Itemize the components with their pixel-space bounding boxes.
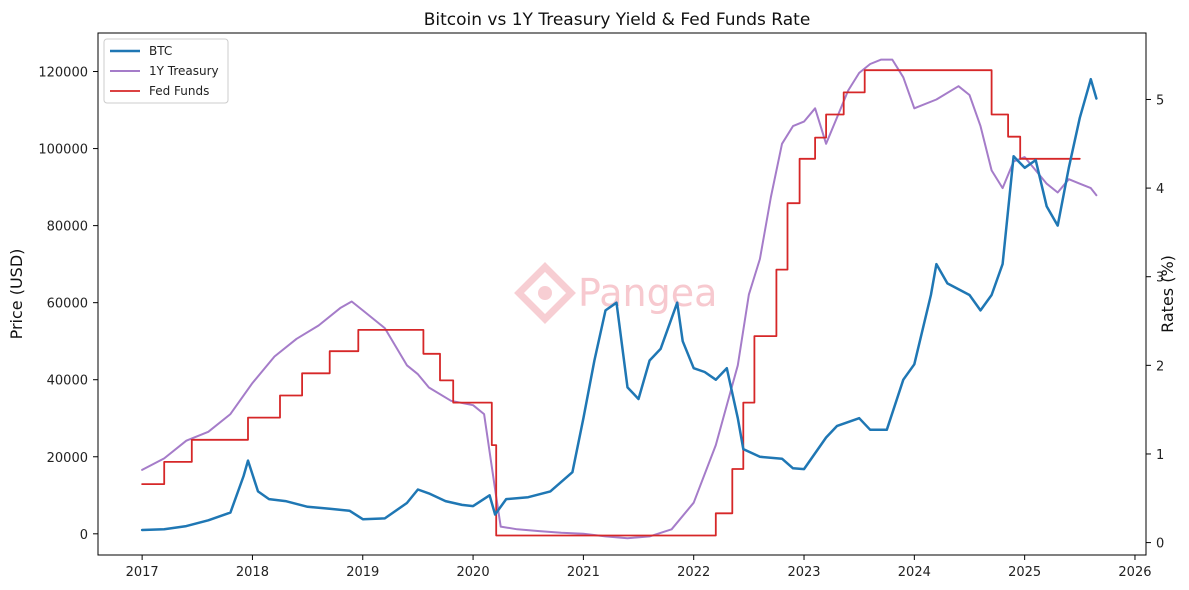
plot-frame xyxy=(97,32,1147,556)
y-axis-left-label: Price (USD) xyxy=(7,249,26,340)
x-tick-label: 2017 xyxy=(126,565,159,580)
x-axis: 2017 2018 2019 2020 2021 2022 2023 2024 2025 2026 xyxy=(126,555,1152,580)
x-tick-label: 2022 xyxy=(677,565,710,580)
x-tick-label: 2018 xyxy=(236,565,269,580)
y-left-tick-label: 60000 xyxy=(47,297,88,312)
y-left-tick-label: 0 xyxy=(80,528,88,543)
series-line-1y-treasury xyxy=(141,58,1098,540)
y-right-tick-label: 4 xyxy=(1156,182,1164,197)
y-right-tick-label: 5 xyxy=(1156,93,1164,108)
y-right-tick-label: 0 xyxy=(1156,537,1164,552)
x-tick-label: 2025 xyxy=(1008,565,1041,580)
series-line-btc xyxy=(140,77,1098,532)
chart-title: Bitcoin vs 1Y Treasury Yield & Fed Funds… xyxy=(424,10,811,30)
y-left-tick-label: 20000 xyxy=(47,451,88,466)
legend-box xyxy=(103,38,229,104)
legend-label-fed: Fed Funds xyxy=(149,84,209,98)
series-line-fed-funds xyxy=(141,69,1081,537)
y-axis-left: 0 20000 40000 60000 80000 100000 120000 xyxy=(38,66,98,543)
legend-label-btc: BTC xyxy=(149,44,172,58)
y-axis-right: 0 1 2 3 4 5 xyxy=(1146,93,1164,552)
x-tick-label: 2026 xyxy=(1118,565,1151,580)
legend: BTC 1Y Treasury Fed Funds xyxy=(103,38,229,104)
y-right-tick-label: 2 xyxy=(1156,359,1164,374)
y-left-tick-label: 120000 xyxy=(38,66,88,81)
y-axis-right-label: Rates (%) xyxy=(1158,255,1177,333)
series-layer xyxy=(140,58,1098,540)
y-right-tick-label: 3 xyxy=(1156,271,1164,286)
y-left-tick-label: 40000 xyxy=(47,374,88,389)
watermark-text: Pangea xyxy=(578,271,717,315)
y-left-tick-label: 80000 xyxy=(47,220,88,235)
y-right-tick-label: 1 xyxy=(1156,448,1164,463)
x-tick-label: 2023 xyxy=(787,565,820,580)
y-left-tick-label: 100000 xyxy=(38,143,88,158)
x-tick-label: 2019 xyxy=(346,565,379,580)
watermark-logo-icon xyxy=(514,262,576,324)
x-tick-label: 2021 xyxy=(567,565,600,580)
x-tick-label: 2024 xyxy=(898,565,931,580)
legend-label-treasury: 1Y Treasury xyxy=(149,64,219,78)
x-tick-label: 2020 xyxy=(457,565,490,580)
watermark: Pangea xyxy=(514,262,717,324)
